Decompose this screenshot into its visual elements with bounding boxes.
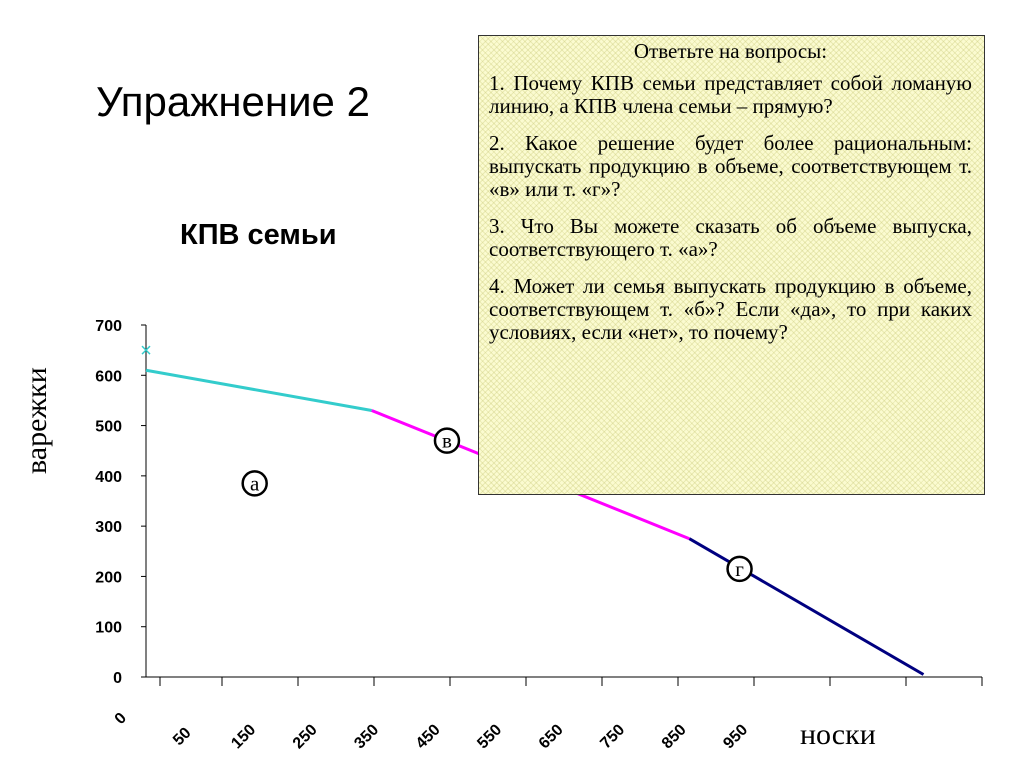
ppf-segment-1 (145, 368, 372, 412)
axis-marker (141, 345, 151, 355)
question-3: 3. Что Вы можете сказать об объеме выпус… (489, 214, 972, 261)
y-tick-label: 300 (95, 519, 122, 536)
y-tick-label: 600 (95, 368, 122, 385)
y-tick-label: 400 (95, 469, 122, 486)
x-tick-label: 50 (170, 724, 195, 749)
x-tick-label: 250 (290, 721, 321, 752)
questions-box: Ответьте на вопросы: 1. Почему КПВ семьи… (478, 35, 985, 495)
x-tick-label: 350 (351, 721, 382, 752)
y-tick-label: 200 (95, 569, 122, 586)
x-axis-label: носки (800, 718, 876, 751)
chart-title: КПВ семьи (180, 219, 337, 251)
x-tick-label: 750 (597, 721, 628, 752)
ppf-segment-3 (688, 537, 925, 676)
y-tick-label: 100 (95, 620, 122, 637)
x-tick-label: 650 (536, 721, 567, 752)
x-tick-label: 850 (659, 721, 690, 752)
question-4: 4. Может ли семья выпускать продукцию в … (489, 274, 972, 344)
x-tick-label: 450 (413, 721, 444, 752)
question-1: 1. Почему КПВ семьи представляет собой л… (489, 71, 972, 118)
x-tick-label: 150 (228, 721, 259, 752)
point-label: г (735, 557, 744, 581)
point-label: а (250, 471, 260, 495)
y-tick-label: 700 (95, 318, 122, 335)
slide-title: Упражнение 2 (96, 78, 370, 125)
y-tick-label: 0 (113, 670, 122, 687)
point-marker (726, 555, 753, 583)
point-marker (433, 427, 461, 454)
x-tick-label: 0 (112, 710, 130, 728)
point-label: в (442, 429, 452, 453)
questions-heading: Ответьте на вопросы: (633, 39, 828, 63)
x-tick-label: 550 (474, 721, 505, 752)
x-tick-label: 950 (720, 721, 751, 752)
point-marker (241, 470, 268, 497)
question-2: 2. Какое решение будет более рациональны… (489, 131, 972, 201)
y-tick-label: 500 (95, 419, 122, 436)
